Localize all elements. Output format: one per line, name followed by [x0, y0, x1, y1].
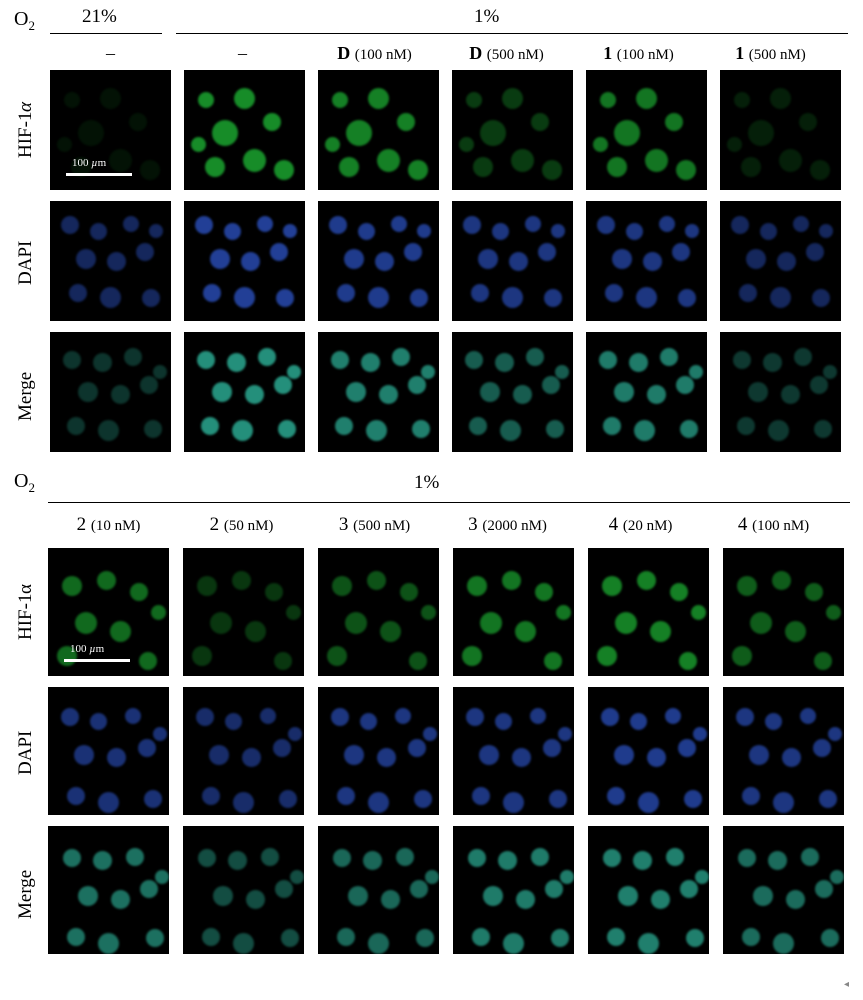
micrograph-cell — [723, 687, 844, 815]
cond-bot-0: 2 (10 nM) — [48, 514, 169, 536]
cond-bold: D — [337, 43, 350, 63]
micrograph-cell: 100 µm — [50, 70, 171, 190]
cond-bold: 1 — [603, 43, 612, 63]
top-panel: O2 21% 1% – – D (100 nM) D (500 nM) 1 (1… — [8, 4, 855, 460]
cond-paren: (500 nM) — [353, 518, 410, 534]
micrograph-cell — [48, 687, 169, 815]
bottom-panel: O2 1% 2 (10 nM) 2 (50 nM) 3 (500 nM) 3 (… — [8, 464, 855, 994]
o2-21pct-label: 21% — [82, 6, 117, 28]
micrograph-cell — [453, 687, 574, 815]
cond-bot-4: 4 (20 nM) — [580, 514, 701, 536]
scale-bar — [66, 173, 132, 176]
micrograph-cell — [452, 70, 573, 190]
micrograph-cell — [452, 201, 573, 321]
micrograph-cell — [588, 548, 709, 676]
cond-bot-3: 3 (2000 nM) — [447, 514, 568, 536]
cond-top-3: D (500 nM) — [446, 42, 567, 66]
cond-top-2: D (100 nM) — [314, 42, 435, 66]
cond-paren: (100 nM) — [617, 47, 674, 63]
rule-21pct — [50, 33, 162, 34]
image-grid-bottom: 100 µm — [48, 548, 844, 954]
cond-bold: 1 — [735, 43, 744, 63]
cond-num: 2 — [210, 514, 220, 535]
micrograph-cell — [586, 201, 707, 321]
cond-top-1: – — [182, 42, 303, 66]
cond-paren: (100 nM) — [752, 518, 809, 534]
o2-1pct-label-bottom: 1% — [414, 472, 439, 494]
row-label-merge-top: Merge — [8, 336, 44, 456]
row-labels-bottom: HIF-1α DAPI Merge — [8, 548, 44, 958]
cond-text: – — [106, 43, 115, 63]
row-label-hif-bottom: HIF-1α — [8, 548, 44, 676]
micrograph-cell — [720, 332, 841, 452]
cond-paren: (500 nM) — [749, 47, 806, 63]
cond-text: – — [238, 43, 247, 63]
row-label-hif-top: HIF-1α — [8, 70, 44, 190]
row-label-dapi-top: DAPI — [8, 203, 44, 323]
rule-1pct-top — [176, 33, 848, 34]
o2-label-bottom: O2 — [14, 470, 35, 496]
micrograph-cell — [723, 826, 844, 954]
micrograph-cell — [586, 70, 707, 190]
micrograph-cell — [588, 826, 709, 954]
cond-num: 3 — [339, 514, 349, 535]
o2-label-top: O2 — [14, 8, 35, 34]
micrograph-cell — [184, 201, 305, 321]
micrograph-cell — [183, 826, 304, 954]
scale-bar-label: 100 µm — [70, 643, 104, 655]
micrograph-cell — [318, 687, 439, 815]
cond-paren: (500 nM) — [487, 47, 544, 63]
o2-1pct-label-top: 1% — [474, 6, 499, 28]
micrograph-cell — [720, 201, 841, 321]
cond-paren: (10 nM) — [91, 518, 141, 534]
micrograph-cell — [183, 548, 304, 676]
micrograph-cell — [318, 70, 439, 190]
cond-top-4: 1 (100 nM) — [578, 42, 699, 66]
scale-bar — [64, 659, 130, 662]
cond-bot-1: 2 (50 nM) — [181, 514, 302, 536]
cond-paren: (2000 nM) — [482, 518, 547, 534]
micrograph-cell — [48, 826, 169, 954]
cond-paren: (50 nM) — [224, 518, 274, 534]
row-labels-top: HIF-1α DAPI Merge — [8, 70, 44, 456]
micrograph-cell — [586, 332, 707, 452]
row-label-dapi-bottom: DAPI — [8, 689, 44, 817]
micrograph-cell — [183, 687, 304, 815]
condition-row-top: – – D (100 nM) D (500 nM) 1 (100 nM) 1 (… — [50, 42, 850, 66]
micrograph-cell — [723, 548, 844, 676]
rule-1pct-bottom — [48, 502, 850, 503]
micrograph-cell — [720, 70, 841, 190]
scale-bar-label: 100 µm — [72, 157, 106, 169]
footer-mark: ◂ — [844, 979, 849, 990]
micrograph-cell — [318, 201, 439, 321]
micrograph-cell — [453, 826, 574, 954]
cond-top-5: 1 (500 nM) — [710, 42, 831, 66]
cond-bold: D — [469, 43, 482, 63]
micrograph-cell — [184, 70, 305, 190]
cond-num: 4 — [609, 514, 619, 535]
micrograph-cell — [318, 826, 439, 954]
cond-paren: (100 nM) — [355, 47, 412, 63]
micrograph-cell — [318, 548, 439, 676]
micrograph-cell — [588, 687, 709, 815]
image-grid-top: 100 µm — [50, 70, 841, 452]
cond-top-0: – — [50, 42, 171, 66]
cond-num: 3 — [468, 514, 478, 535]
micrograph-cell — [318, 332, 439, 452]
cond-bot-5: 4 (100 nM) — [713, 514, 834, 536]
row-label-merge-bottom: Merge — [8, 830, 44, 958]
micrograph-cell: 100 µm — [48, 548, 169, 676]
cond-bot-2: 3 (500 nM) — [314, 514, 435, 536]
cond-num: 4 — [738, 514, 748, 535]
micrograph-cell — [184, 332, 305, 452]
micrograph-cell — [50, 201, 171, 321]
micrograph-cell — [452, 332, 573, 452]
micrograph-cell — [453, 548, 574, 676]
condition-row-bottom: 2 (10 nM) 2 (50 nM) 3 (500 nM) 3 (2000 n… — [48, 514, 848, 536]
cond-num: 2 — [77, 514, 87, 535]
cond-paren: (20 nM) — [623, 518, 673, 534]
micrograph-cell — [50, 332, 171, 452]
figure-root: O2 21% 1% – – D (100 nM) D (500 nM) 1 (1… — [0, 0, 863, 1000]
